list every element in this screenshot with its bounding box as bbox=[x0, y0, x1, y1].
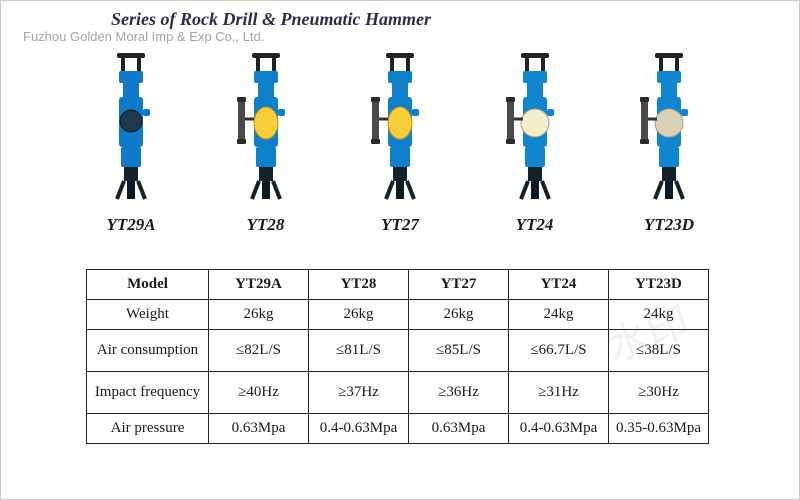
table-cell: 0.4-0.63Mpa bbox=[509, 414, 609, 444]
table-cell: 26kg bbox=[309, 300, 409, 330]
table-column-header: YT27 bbox=[409, 270, 509, 300]
table-cell: 24kg bbox=[609, 300, 709, 330]
product-item: YT28 bbox=[206, 49, 326, 235]
table-row: Air pressure0.63Mpa0.4-0.63Mpa0.63Mpa0.4… bbox=[87, 414, 709, 444]
table-column-header: YT23D bbox=[609, 270, 709, 300]
product-row: YT29A YT28 bbox=[71, 49, 729, 235]
table-cell: ≥31Hz bbox=[509, 372, 609, 414]
table-cell: ≤85L/S bbox=[409, 330, 509, 372]
table-cell: 0.4-0.63Mpa bbox=[309, 414, 409, 444]
table-cell: 0.63Mpa bbox=[209, 414, 309, 444]
product-label: YT24 bbox=[516, 215, 554, 235]
row-label: Air consumption bbox=[87, 330, 209, 372]
table-body: Weight26kg26kg26kg24kg24kgAir consumptio… bbox=[87, 300, 709, 444]
page-title: Series of Rock Drill & Pneumatic Hammer bbox=[111, 9, 431, 30]
table-cell: 24kg bbox=[509, 300, 609, 330]
drill-icon bbox=[495, 49, 575, 209]
table-row: Weight26kg26kg26kg24kg24kg bbox=[87, 300, 709, 330]
company-watermark: Fuzhou Golden Moral Imp & Exp Co., Ltd. bbox=[23, 29, 264, 44]
table-column-header: YT28 bbox=[309, 270, 409, 300]
table-cell: ≥40Hz bbox=[209, 372, 309, 414]
table-cell: ≤82L/S bbox=[209, 330, 309, 372]
row-label: Impact frequency bbox=[87, 372, 209, 414]
table-cell: 0.35-0.63Mpa bbox=[609, 414, 709, 444]
table-row: Impact frequency≥40Hz≥37Hz≥36Hz≥31Hz≥30H… bbox=[87, 372, 709, 414]
table-cell: ≥37Hz bbox=[309, 372, 409, 414]
table-header-row: ModelYT29AYT28YT27YT24YT23D bbox=[87, 270, 709, 300]
table-column-header: YT29A bbox=[209, 270, 309, 300]
drill-icon bbox=[91, 49, 171, 209]
drill-icon bbox=[226, 49, 306, 209]
product-label: YT27 bbox=[381, 215, 419, 235]
table-column-header: YT24 bbox=[509, 270, 609, 300]
product-label: YT28 bbox=[247, 215, 285, 235]
table-cell: ≤38L/S bbox=[609, 330, 709, 372]
drill-icon bbox=[629, 49, 709, 209]
spec-table: ModelYT29AYT28YT27YT24YT23D Weight26kg26… bbox=[86, 269, 709, 444]
drill-icon bbox=[360, 49, 440, 209]
table-cell: ≥36Hz bbox=[409, 372, 509, 414]
table-cell: 26kg bbox=[209, 300, 309, 330]
product-item: YT24 bbox=[475, 49, 595, 235]
table-cell: ≤81L/S bbox=[309, 330, 409, 372]
table-cell: ≤66.7L/S bbox=[509, 330, 609, 372]
table-cell: 26kg bbox=[409, 300, 509, 330]
table-header-label: Model bbox=[87, 270, 209, 300]
table-cell: 0.63Mpa bbox=[409, 414, 509, 444]
product-label: YT23D bbox=[644, 215, 694, 235]
table-cell: ≥30Hz bbox=[609, 372, 709, 414]
product-label: YT29A bbox=[106, 215, 155, 235]
row-label: Air pressure bbox=[87, 414, 209, 444]
product-item: YT27 bbox=[340, 49, 460, 235]
product-item: YT29A bbox=[71, 49, 191, 235]
table-row: Air consumption≤82L/S≤81L/S≤85L/S≤66.7L/… bbox=[87, 330, 709, 372]
row-label: Weight bbox=[87, 300, 209, 330]
product-item: YT23D bbox=[609, 49, 729, 235]
